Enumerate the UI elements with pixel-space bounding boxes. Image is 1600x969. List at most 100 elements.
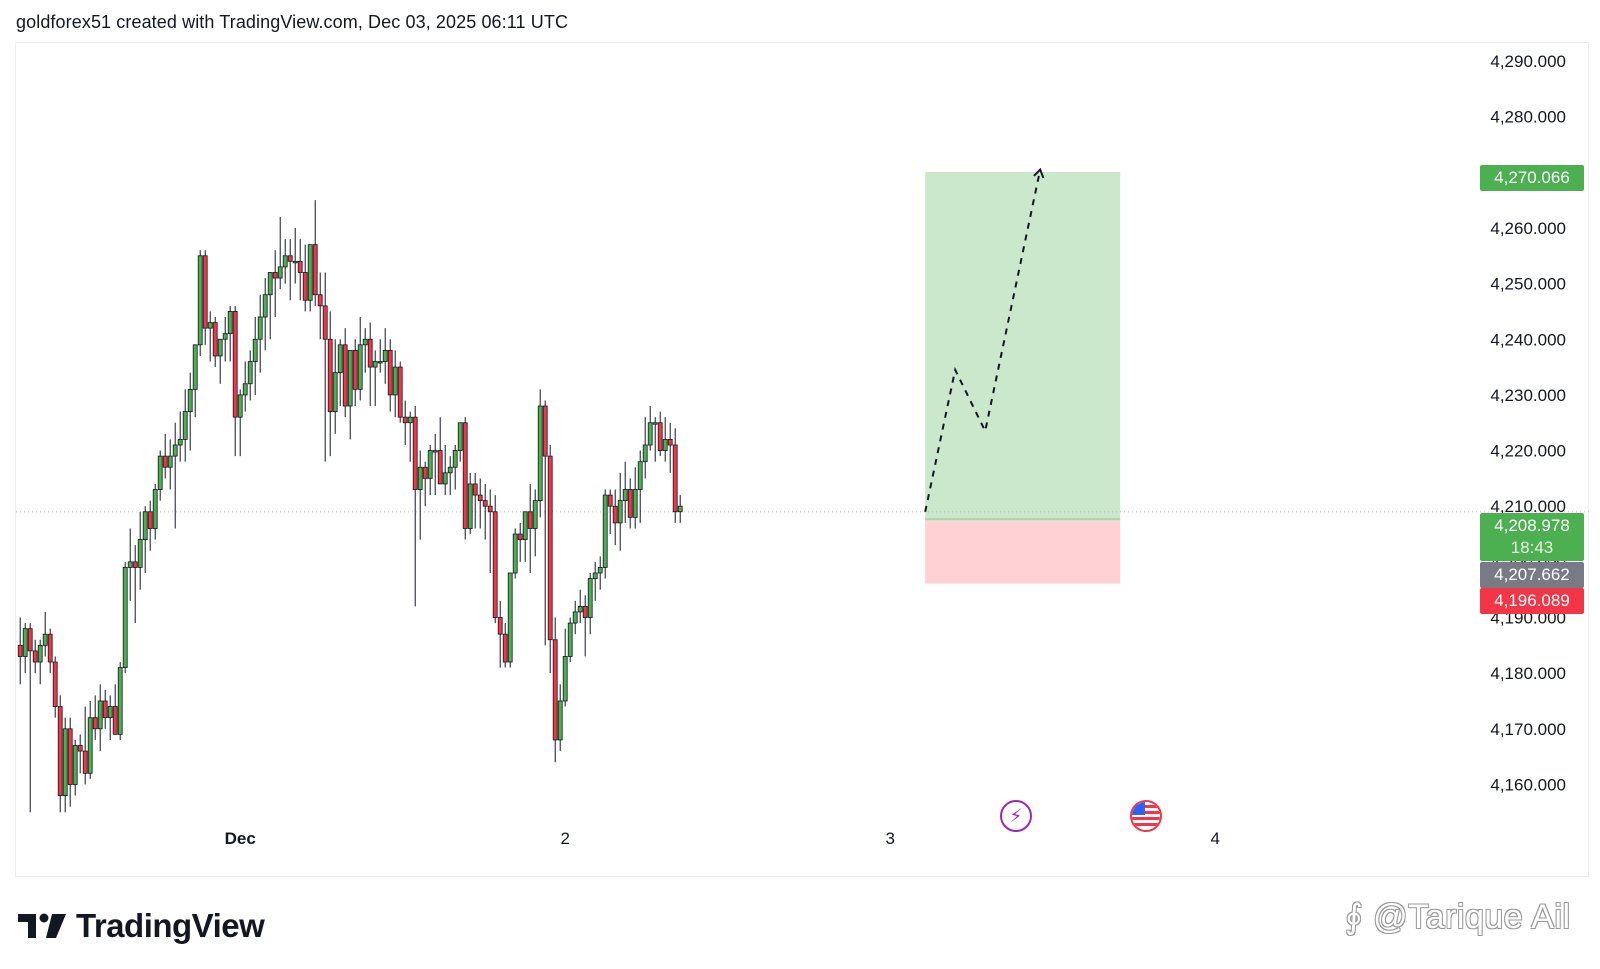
- bear-candle: [657, 422, 663, 451]
- x-tick-label: 2: [560, 829, 569, 848]
- bear-candle: [92, 717, 98, 730]
- bear-candle: [667, 439, 673, 446]
- bear-candle: [67, 728, 73, 785]
- bear-candle: [367, 338, 373, 368]
- bull-candle: [257, 316, 263, 340]
- chart-area[interactable]: 4,290.0004,280.0004,270.0004,260.0004,25…: [15, 42, 1590, 878]
- bull-candle: [417, 466, 423, 490]
- bull-candle: [207, 322, 213, 329]
- bull-candle: [282, 255, 288, 268]
- stop-price-label: 4,196.089: [1480, 588, 1584, 614]
- bull-candle: [87, 717, 93, 774]
- lightning-icon[interactable]: ⚡: [1000, 800, 1032, 832]
- bear-candle: [477, 494, 483, 502]
- bull-candle: [37, 644, 43, 663]
- bear-candle: [487, 505, 493, 513]
- bull-candle: [197, 255, 203, 346]
- us-flag-icon[interactable]: [1130, 800, 1162, 832]
- bear-candle: [132, 561, 138, 568]
- bull-candle: [252, 338, 258, 362]
- bear-candle: [437, 450, 443, 485]
- bull-candle: [127, 561, 133, 568]
- tradingview-logo[interactable]: TradingView: [18, 907, 265, 945]
- bull-candle: [662, 439, 668, 451]
- bear-candle: [57, 706, 63, 796]
- bear-candle: [232, 311, 238, 418]
- bull-candle: [392, 366, 398, 396]
- tradingview-wordmark: TradingView: [76, 907, 265, 944]
- y-tick-label: 4,160.000: [1490, 775, 1566, 794]
- bear-candle: [412, 416, 418, 490]
- target-price-label: 4,270.066: [1480, 165, 1584, 191]
- y-tick-label: 4,210.000: [1490, 497, 1566, 516]
- bull-candle: [452, 450, 458, 468]
- bear-candle: [162, 455, 168, 468]
- bull-candle: [187, 388, 193, 412]
- bull-candle: [222, 333, 228, 340]
- current-price-value: 4,208.978: [1494, 516, 1570, 535]
- bear-candle: [27, 628, 33, 652]
- bear-candle: [302, 272, 308, 301]
- bull-candle: [377, 361, 383, 364]
- bear-candle: [317, 294, 323, 307]
- bull-candle: [157, 455, 163, 490]
- bull-candle: [382, 349, 388, 362]
- bull-candle: [447, 466, 453, 474]
- candlestick-chart[interactable]: 4,290.0004,280.0004,270.0004,260.0004,25…: [16, 43, 1590, 878]
- bear-candle: [492, 511, 498, 618]
- y-tick-label: 4,170.000: [1490, 720, 1566, 739]
- bear-candle: [272, 272, 278, 279]
- bull-candle: [242, 383, 248, 396]
- candles-group: [17, 200, 683, 813]
- bull-candle: [42, 633, 48, 646]
- bear-candle: [517, 533, 523, 540]
- bull-candle: [262, 294, 268, 318]
- bull-candle: [407, 416, 413, 424]
- y-tick-label: 4,220.000: [1490, 442, 1566, 461]
- bear-candle: [352, 349, 358, 390]
- bear-candle: [52, 661, 58, 707]
- bull-candle: [587, 578, 593, 618]
- bull-candle: [182, 411, 188, 440]
- bull-candle: [652, 422, 658, 425]
- bull-candle: [167, 455, 173, 468]
- bear-candle: [297, 260, 303, 273]
- bull-candle: [172, 444, 178, 457]
- y-tick-label: 4,250.000: [1490, 275, 1566, 294]
- bull-candle: [142, 511, 148, 540]
- bull-candle: [22, 628, 28, 657]
- bull-candle: [217, 338, 223, 357]
- bull-candle: [227, 311, 233, 335]
- bull-candle: [307, 244, 313, 301]
- bull-candle: [567, 622, 573, 657]
- bear-candle: [397, 366, 403, 418]
- bull-candle: [432, 450, 438, 453]
- bull-candle: [357, 344, 363, 390]
- bear-candle: [472, 483, 478, 496]
- entry-price-label: 4,207.662: [1480, 562, 1584, 588]
- bull-candle: [577, 605, 583, 613]
- bull-candle: [647, 422, 653, 446]
- bull-candle: [562, 656, 568, 702]
- bull-candle: [532, 500, 538, 529]
- bull-candle: [72, 745, 78, 785]
- bull-candle: [537, 405, 543, 502]
- bull-candle: [457, 422, 463, 451]
- bear-candle: [102, 700, 108, 719]
- y-tick-label: 4,230.000: [1490, 386, 1566, 405]
- bear-candle: [47, 633, 53, 663]
- bear-candle: [402, 416, 408, 424]
- bull-candle: [152, 489, 158, 529]
- bull-candle: [192, 344, 198, 390]
- bear-candle: [287, 255, 293, 262]
- bull-candle: [137, 539, 143, 568]
- bear-candle: [627, 489, 633, 518]
- bull-candle: [617, 500, 623, 524]
- bear-candle: [582, 605, 588, 618]
- bear-candle: [112, 706, 118, 735]
- bear-candle: [147, 511, 153, 529]
- bear-candle: [552, 639, 558, 741]
- bull-candle: [117, 667, 123, 735]
- bull-candle: [362, 338, 368, 346]
- bear-candle: [322, 305, 328, 340]
